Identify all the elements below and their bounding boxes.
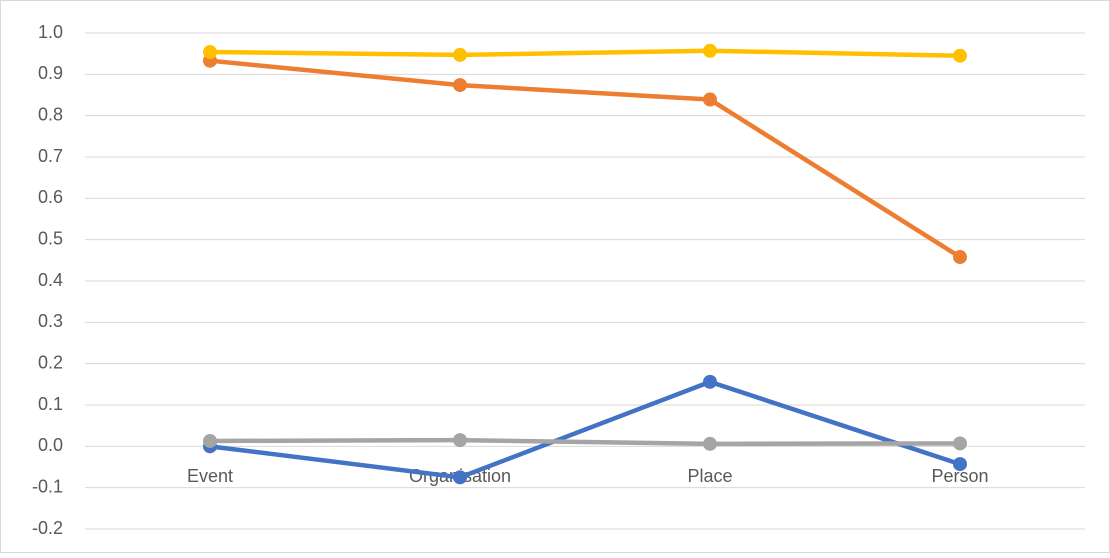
y-tick-label: 0.7 [38, 146, 63, 166]
data-point [953, 457, 967, 472]
y-tick-label: 0.3 [38, 311, 63, 331]
data-point [953, 48, 967, 63]
y-tick-label: -0.2 [32, 518, 63, 538]
series-line [209, 437, 961, 447]
data-point [203, 433, 217, 448]
y-tick-label: 0.2 [38, 352, 63, 372]
data-point [453, 433, 467, 448]
y-tick-label: 1.0 [38, 22, 63, 42]
y-tick-label: 0.8 [38, 104, 63, 124]
data-point [453, 470, 467, 485]
series-line [209, 58, 962, 259]
y-tick-label: 0.6 [38, 187, 63, 207]
y-tick-label: 0.5 [38, 228, 63, 248]
y-tick-label: 0.9 [38, 63, 63, 83]
data-point [953, 436, 967, 451]
y-tick-label: 0.1 [38, 394, 63, 414]
y-tick-label: 0.0 [38, 435, 63, 455]
series-line [209, 379, 961, 480]
data-point [703, 436, 717, 451]
y-tick-label: 0.4 [38, 270, 63, 290]
data-point [703, 374, 717, 389]
y-tick-label: -0.1 [32, 476, 63, 496]
data-point [703, 43, 717, 58]
data-point [953, 250, 967, 265]
data-point [703, 92, 717, 107]
data-point [453, 78, 467, 93]
data-point [453, 47, 467, 62]
series-line [209, 48, 961, 58]
x-tick-label: Event [187, 466, 233, 486]
x-tick-label: Place [687, 466, 732, 486]
x-tick-label: Person [931, 466, 988, 486]
data-point [203, 45, 217, 60]
